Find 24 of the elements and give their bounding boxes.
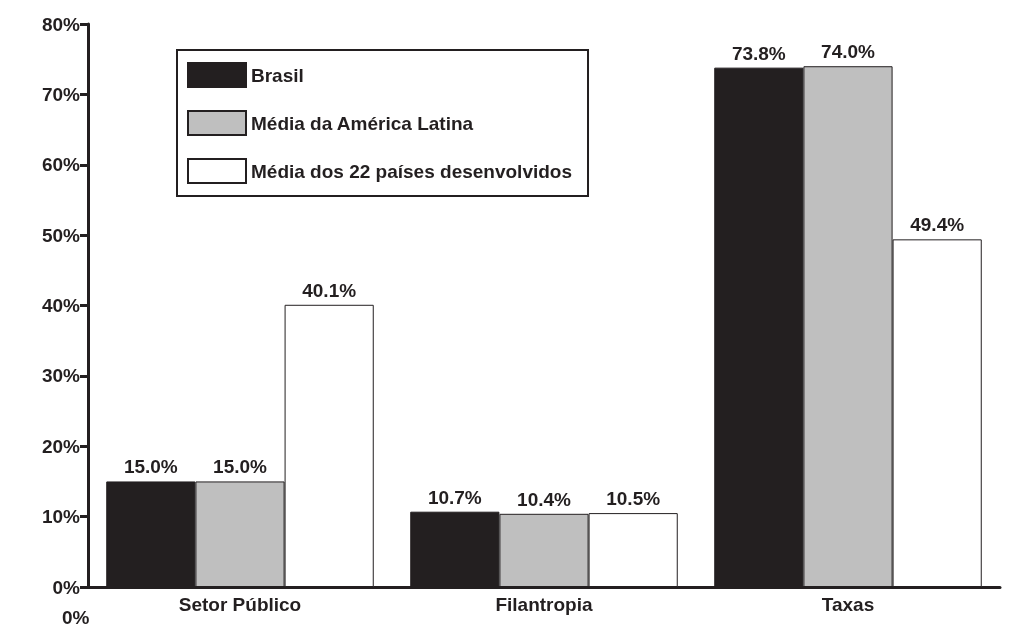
data-label: 10.7% bbox=[427, 486, 482, 508]
data-label: 73.8% bbox=[731, 42, 786, 64]
legend-label: Média da América Latina bbox=[251, 112, 474, 134]
y-tick-label: 40% bbox=[41, 295, 81, 316]
data-label: 15.0% bbox=[123, 456, 178, 478]
y-tick-label: 0% bbox=[52, 576, 81, 598]
data-label: 49.4% bbox=[910, 214, 965, 236]
y-tick-label: 10% bbox=[41, 506, 81, 528]
legend-label: Média dos 22 países desenvolvidos bbox=[251, 160, 573, 182]
y-tick-label: 30% bbox=[41, 365, 81, 387]
y-tick-label: 20% bbox=[41, 435, 81, 457]
legend-label: Brasil bbox=[251, 64, 304, 86]
y-tick-label: 70% bbox=[41, 83, 81, 105]
data-label: 15.0% bbox=[213, 456, 268, 478]
y-tick-label: 50% bbox=[41, 224, 81, 246]
y-tick-label: 80% bbox=[41, 13, 81, 35]
data-label: 10.4% bbox=[517, 488, 572, 510]
data-label: 74.0% bbox=[821, 41, 876, 63]
y-tick-label: 60% bbox=[41, 154, 81, 176]
x-tick-label: Setor Público bbox=[178, 594, 302, 615]
x-tick-label: Taxas bbox=[821, 594, 875, 615]
data-label: 40.1% bbox=[302, 279, 357, 301]
x-tick-label: Filantropia bbox=[495, 594, 593, 615]
data-label: 10.5% bbox=[606, 488, 661, 510]
